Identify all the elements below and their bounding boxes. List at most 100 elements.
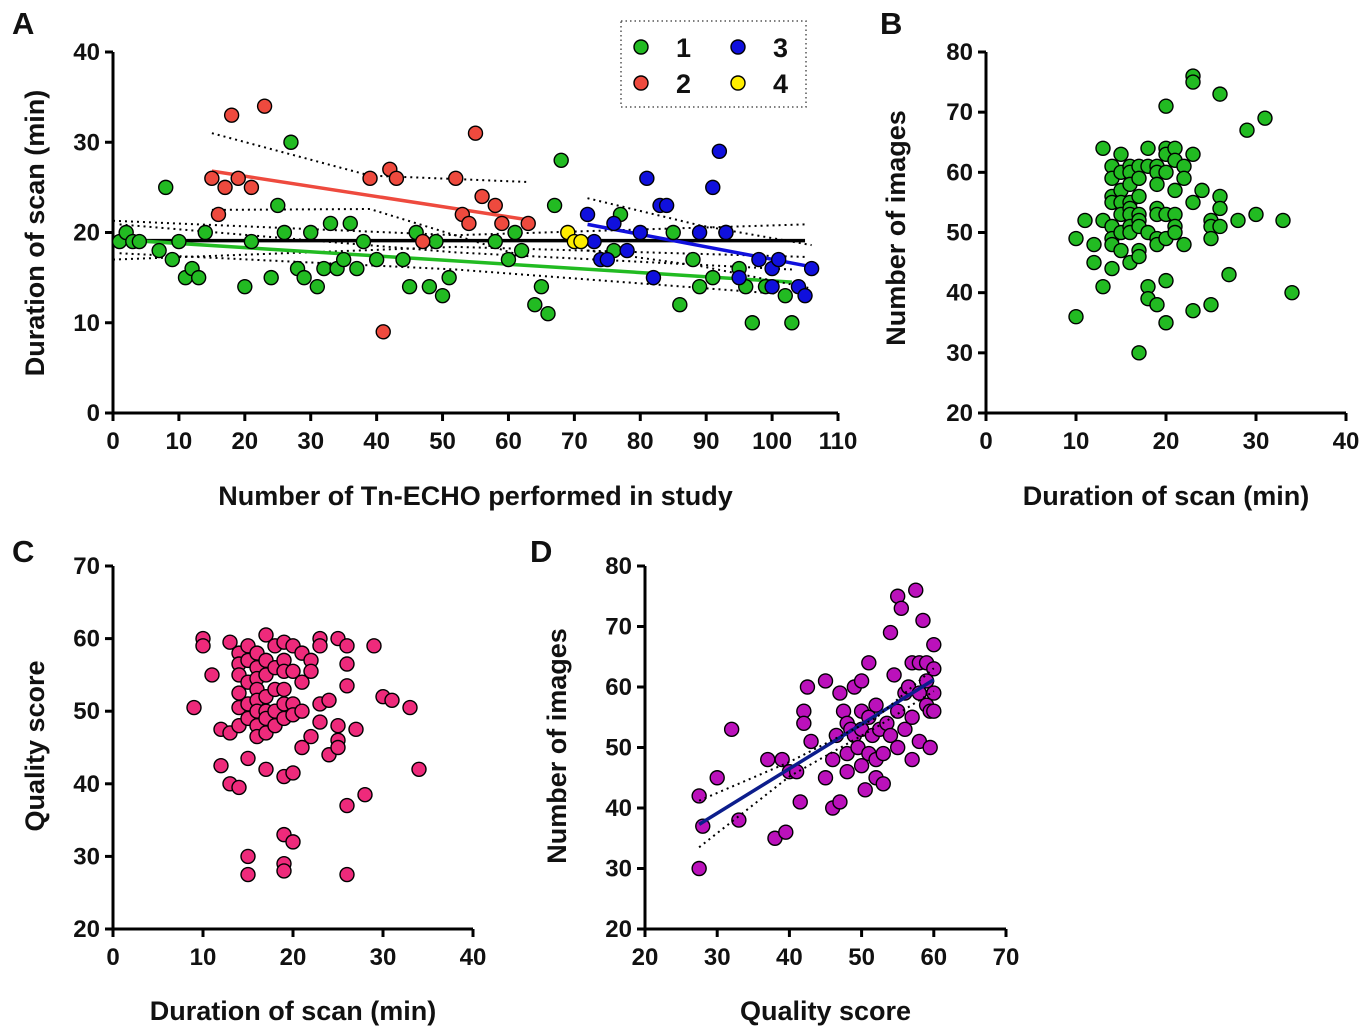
x-tick-label: 10 bbox=[190, 944, 217, 971]
y-tick-label: 40 bbox=[73, 771, 100, 798]
data-point bbox=[1167, 182, 1183, 199]
series-1-point bbox=[395, 251, 411, 268]
data-point bbox=[904, 709, 920, 725]
series-3-point bbox=[619, 242, 635, 259]
x-tick-label: 0 bbox=[106, 944, 119, 971]
panel-b-letter: B bbox=[880, 6, 902, 41]
data-point bbox=[231, 779, 247, 796]
data-point bbox=[792, 794, 808, 810]
data-point bbox=[330, 718, 346, 734]
data-point bbox=[1185, 303, 1201, 319]
data-point bbox=[1131, 188, 1147, 205]
series-3-point bbox=[731, 269, 747, 286]
data-point bbox=[1275, 212, 1291, 229]
data-point bbox=[330, 739, 346, 756]
data-point bbox=[915, 612, 931, 629]
data-point bbox=[285, 765, 301, 781]
series-1-point bbox=[428, 233, 444, 250]
data-point bbox=[1131, 248, 1147, 265]
x-tick-label: 90 bbox=[693, 428, 720, 455]
data-point bbox=[926, 636, 942, 653]
data-point bbox=[839, 764, 855, 780]
data-point bbox=[1077, 212, 1093, 229]
series-1-point bbox=[316, 260, 332, 277]
data-point bbox=[857, 782, 873, 798]
legend-marker-3 bbox=[730, 39, 746, 55]
data-point bbox=[1176, 236, 1192, 253]
series-1-point bbox=[705, 269, 721, 286]
series-3-point bbox=[639, 170, 655, 187]
data-point bbox=[853, 757, 870, 774]
data-point bbox=[1257, 110, 1273, 126]
series-1-point bbox=[335, 251, 352, 268]
y-tick-label: 70 bbox=[73, 553, 100, 580]
series-1-point bbox=[342, 215, 358, 232]
x-tick-label: 40 bbox=[460, 944, 487, 971]
y-tick-label: 60 bbox=[73, 626, 100, 653]
x-tick-label: 110 bbox=[819, 428, 858, 455]
x-tick-label: 0 bbox=[106, 428, 119, 455]
data-point bbox=[321, 692, 337, 709]
x-tick-label: 30 bbox=[704, 944, 731, 971]
data-point bbox=[796, 715, 812, 731]
data-point bbox=[294, 703, 310, 719]
y-tick-label: 80 bbox=[946, 39, 973, 66]
series-1-point bbox=[533, 278, 550, 295]
y-tick-label: 40 bbox=[946, 280, 973, 307]
series-2-point bbox=[256, 98, 273, 114]
series-3-point bbox=[803, 260, 820, 277]
data-point bbox=[222, 634, 238, 650]
data-point bbox=[908, 582, 924, 598]
series-1-point bbox=[421, 278, 438, 295]
x-axis-label: Number of Tn-ECHO performed in study bbox=[218, 481, 733, 511]
series-2-ci-lower-band bbox=[211, 207, 529, 259]
data-point bbox=[357, 786, 373, 803]
data-point bbox=[204, 667, 220, 683]
series-1-point bbox=[665, 224, 681, 241]
legend-label-4: 4 bbox=[773, 69, 788, 99]
y-tick-label: 60 bbox=[605, 674, 632, 701]
x-tick-label: 100 bbox=[752, 428, 792, 455]
x-tick-label: 30 bbox=[370, 944, 397, 971]
x-axis-label: Duration of scan (min) bbox=[150, 996, 437, 1026]
data-point bbox=[1068, 309, 1084, 325]
series-2-point bbox=[494, 215, 510, 232]
data-point bbox=[861, 655, 877, 671]
series-2-point bbox=[448, 170, 464, 187]
data-point bbox=[276, 681, 292, 698]
series-3-point bbox=[586, 233, 602, 250]
data-point bbox=[1113, 242, 1129, 259]
data-point bbox=[258, 627, 274, 643]
data-point bbox=[1158, 315, 1174, 331]
series-1-point bbox=[487, 233, 503, 250]
legend-marker-2 bbox=[633, 75, 649, 91]
y-tick-label: 20 bbox=[946, 400, 973, 427]
y-tick-label: 40 bbox=[605, 795, 632, 822]
series-1-point bbox=[270, 197, 286, 214]
legend-label-1: 1 bbox=[676, 33, 691, 63]
data-point bbox=[240, 866, 256, 883]
series-2-point bbox=[243, 179, 260, 196]
series-1-point bbox=[691, 278, 708, 295]
series-2-point bbox=[223, 107, 240, 123]
series-1-point bbox=[553, 152, 569, 169]
y-tick-label: 50 bbox=[73, 698, 100, 725]
series-2-point bbox=[375, 324, 391, 340]
series-1-point bbox=[685, 251, 701, 268]
data-point bbox=[1113, 146, 1129, 162]
x-tick-label: 30 bbox=[1243, 428, 1270, 455]
series-3-point bbox=[751, 251, 767, 268]
y-axis-label: Duration of scan (min) bbox=[20, 90, 50, 377]
x-tick-label: 60 bbox=[920, 944, 947, 971]
series-3-point bbox=[705, 179, 721, 196]
series-1-point bbox=[322, 215, 339, 232]
data-point bbox=[1140, 140, 1156, 156]
panel-d-letter: D bbox=[530, 534, 552, 569]
series-1-point bbox=[744, 315, 761, 331]
series-1-point bbox=[283, 134, 299, 150]
series-1-point bbox=[276, 224, 293, 241]
series-2-point bbox=[461, 215, 477, 232]
data-point bbox=[294, 739, 310, 756]
series-1-point bbox=[171, 233, 187, 250]
